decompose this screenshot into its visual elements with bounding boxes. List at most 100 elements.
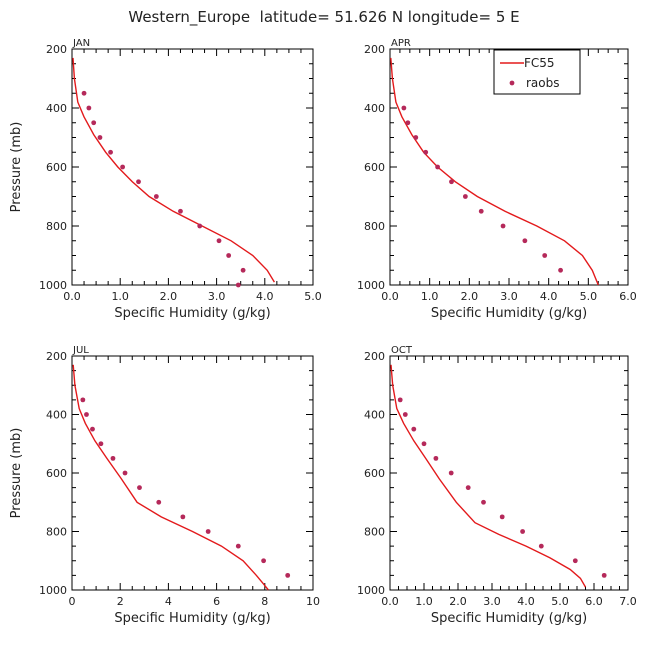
y-tick-label: 1000 — [39, 584, 67, 597]
raobs-point — [91, 120, 97, 126]
raobs-point — [261, 558, 266, 564]
raobs-point — [235, 282, 241, 288]
y-tick-label: 400 — [364, 102, 385, 115]
y-tick-label: 800 — [364, 220, 385, 233]
raobs-point — [120, 164, 126, 170]
raobs-point — [90, 426, 95, 432]
x-tick-label: 2.0 — [160, 290, 178, 303]
x-tick-label: 1.0 — [415, 595, 433, 608]
y-tick-label: 400 — [364, 409, 385, 422]
y-tick-label: 400 — [46, 409, 67, 422]
y-tick-label: 800 — [364, 526, 385, 539]
raobs-point — [86, 105, 92, 111]
x-axis-label: Specific Humidity (g/kg) — [431, 611, 587, 626]
y-tick-label: 200 — [364, 43, 385, 56]
legend-label-obs: raobs — [526, 76, 560, 90]
raobs-point — [84, 412, 89, 417]
y-axis-label: Pressure (mb) — [9, 122, 24, 213]
panel-label: JAN — [72, 38, 90, 49]
plot-frame — [71, 48, 314, 286]
x-tick-label: 1.0 — [111, 290, 129, 303]
panel-jan: 0.0 1.0 2.0 3.0 4.0 5.0 200 400 600 800 1000 Specif… — [9, 38, 322, 321]
model-profile-line — [72, 57, 275, 283]
x-tick-label: 2.0 — [461, 290, 479, 303]
y-tick-label: 600 — [364, 467, 385, 480]
x-tick-label: 4.0 — [517, 595, 535, 608]
x-tick-label: 6.0 — [619, 290, 637, 303]
model-profile-line — [390, 57, 599, 286]
raobs-point — [448, 470, 454, 476]
raobs-point — [97, 135, 103, 140]
x-tick-label: 6 — [213, 595, 220, 608]
x-tick-label: 0 — [69, 595, 76, 608]
raobs-point — [235, 543, 241, 549]
y-tick-label: 600 — [364, 161, 385, 174]
raobs-point — [197, 223, 203, 229]
y-axis-label: Pressure (mb) — [9, 428, 24, 519]
model-profile-line — [390, 364, 587, 588]
y-tick-label: 200 — [364, 350, 385, 363]
raobs-point — [178, 208, 183, 214]
x-tick-label: 7.0 — [619, 595, 637, 608]
raobs-point — [81, 90, 87, 96]
x-tick-label: 3.0 — [483, 595, 501, 608]
x-axis-label: Specific Humidity (g/kg) — [431, 306, 587, 321]
x-axis-label: Specific Humidity (g/kg) — [114, 611, 270, 626]
raobs-point — [156, 499, 162, 505]
raobs-point — [542, 253, 548, 258]
raobs-point — [216, 238, 222, 244]
plot-frame — [389, 355, 629, 591]
raobs-point — [500, 223, 506, 229]
raobs-point — [240, 267, 246, 273]
y-tick-label: 800 — [46, 220, 67, 233]
panel-jul: 0 2 4 6 8 10 200 400 600 800 1000 Specific Humidity… — [9, 345, 320, 626]
raobs-point — [411, 426, 417, 432]
raobs-point — [153, 194, 159, 199]
raobs-point — [421, 441, 427, 447]
model-profile-line — [72, 364, 269, 591]
legend-label-model: FC55 — [524, 56, 555, 70]
x-tick-label: 4 — [165, 595, 172, 608]
x-tick-label: 0.0 — [63, 290, 81, 303]
y-tick-label: 600 — [46, 467, 67, 480]
raobs-point — [481, 499, 486, 505]
x-tick-label: 0.0 — [381, 595, 399, 608]
y-tick-label: 1000 — [39, 279, 67, 292]
raobs-point — [478, 208, 484, 214]
raobs-point — [538, 543, 544, 549]
raobs-point — [137, 485, 142, 491]
y-tick-label: 200 — [46, 350, 67, 363]
y-tick-label: 600 — [46, 161, 67, 174]
raobs-point — [572, 558, 578, 564]
panel-oct: 0.0 1.0 2.0 3.0 4.0 5.0 6.0 7.0 200 400 600 800 1000… — [357, 345, 637, 626]
raobs-point — [465, 485, 471, 491]
x-tick-label: 4.0 — [540, 290, 558, 303]
raobs-point — [522, 238, 528, 244]
raobs-point — [122, 470, 128, 476]
raobs-point — [405, 120, 411, 126]
legend-marker-swatch — [509, 80, 515, 86]
raobs-point — [433, 455, 439, 461]
legend-box — [493, 49, 581, 95]
raobs-point — [110, 455, 116, 461]
raobs-point — [397, 397, 403, 403]
raobs-point — [423, 149, 429, 155]
x-tick-label: 5.0 — [304, 290, 322, 303]
x-tick-label: 8 — [261, 595, 268, 608]
raobs-point — [285, 572, 291, 578]
x-axis-label: Specific Humidity (g/kg) — [114, 306, 270, 321]
raobs-point — [449, 179, 454, 185]
raobs-point — [205, 529, 211, 534]
y-tick-label: 1000 — [357, 584, 385, 597]
y-tick-label: 200 — [46, 43, 67, 56]
x-tick-label: 2 — [117, 595, 124, 608]
x-tick-label: 2.0 — [449, 595, 467, 608]
panel-label: APR — [391, 38, 411, 49]
raobs-point — [435, 164, 440, 170]
plot-frame — [71, 355, 314, 591]
raobs-point — [462, 194, 468, 199]
raobs-point — [98, 441, 104, 447]
y-tick-label: 400 — [46, 102, 67, 115]
x-tick-label: 0.0 — [381, 290, 399, 303]
